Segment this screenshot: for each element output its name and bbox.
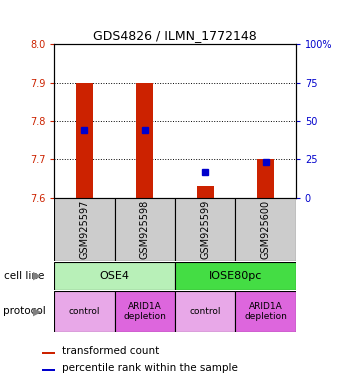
Title: GDS4826 / ILMN_1772148: GDS4826 / ILMN_1772148 [93,28,257,41]
Bar [115,198,175,261]
Text: cell line: cell line [4,271,44,281]
Text: transformed count: transformed count [62,346,159,356]
Bar [197,186,214,198]
Text: IOSE80pc: IOSE80pc [209,271,262,281]
Text: OSE4: OSE4 [100,271,130,281]
Bar [54,262,175,290]
Text: control: control [189,307,221,316]
Bar [175,198,235,261]
Bar [54,198,115,261]
Bar [175,262,296,290]
Text: ARID1A
depletion: ARID1A depletion [244,302,287,321]
Text: GSM925599: GSM925599 [200,200,210,259]
Bar [257,159,274,198]
Text: protocol: protocol [4,306,46,316]
Bar [235,291,296,332]
Bar [76,83,93,198]
Text: percentile rank within the sample: percentile rank within the sample [62,363,238,373]
Text: ▶: ▶ [33,271,42,281]
Text: ▶: ▶ [33,306,42,316]
Bar [42,369,55,371]
Bar [136,83,153,198]
Bar [235,198,296,261]
Text: ARID1A
depletion: ARID1A depletion [123,302,166,321]
Bar [54,291,115,332]
Bar [115,291,175,332]
Text: GSM925597: GSM925597 [79,200,90,259]
Text: GSM925600: GSM925600 [260,200,271,259]
Bar [42,352,55,354]
Text: GSM925598: GSM925598 [140,200,150,259]
Text: control: control [69,307,100,316]
Bar [175,291,235,332]
